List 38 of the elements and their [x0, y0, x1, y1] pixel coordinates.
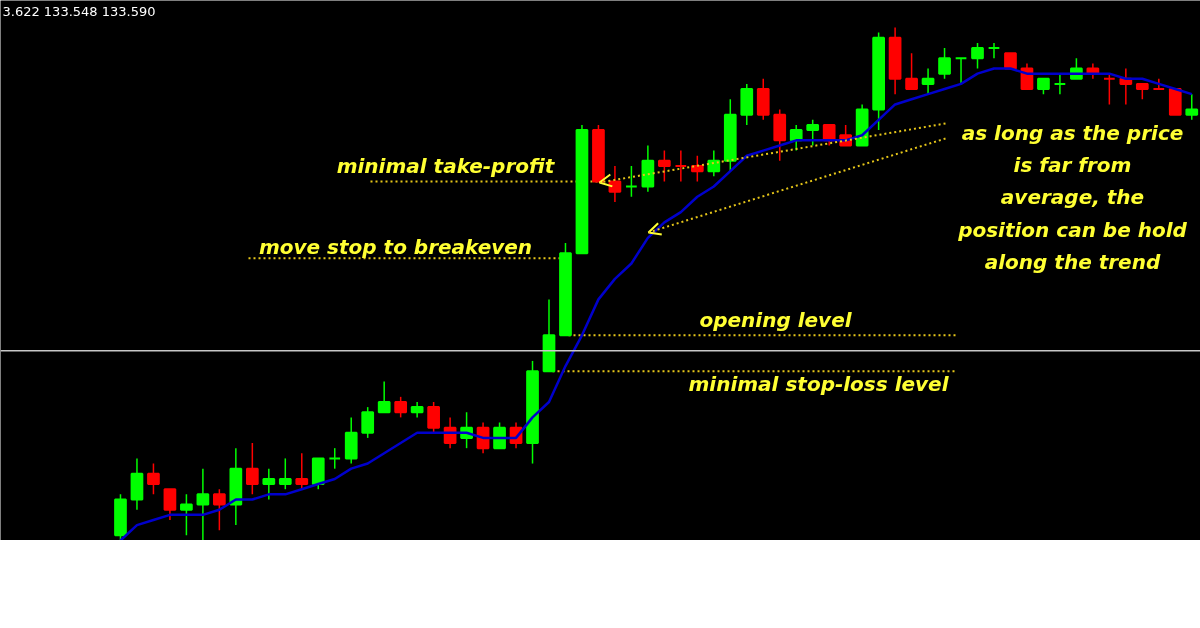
candlestick	[278, 457, 292, 490]
candlestick	[971, 42, 984, 70]
candlestick	[196, 467, 210, 540]
candlestick	[295, 452, 309, 490]
annotation: as long as the price is far from average, the position can be hold along the trend	[957, 120, 1188, 275]
candlestick	[1053, 72, 1067, 95]
candlestick	[427, 401, 440, 434]
candlestick	[806, 119, 820, 147]
candlestick	[625, 165, 638, 198]
candlestick	[674, 149, 688, 183]
candlestick	[707, 149, 721, 178]
candlestick	[1185, 93, 1199, 121]
candlestick	[361, 406, 375, 439]
candlestick	[213, 488, 226, 531]
candlestick	[163, 488, 177, 521]
candlestick	[262, 467, 276, 501]
candlestick	[147, 462, 160, 496]
ref-line-label: opening level	[699, 307, 853, 332]
candlestick	[180, 493, 193, 537]
candlestick	[658, 149, 671, 183]
candlestick	[954, 57, 968, 85]
candlestick	[608, 165, 622, 203]
candlestick	[377, 380, 391, 414]
ref-line-label: minimal take-profit	[336, 153, 556, 178]
text: 3.622 133.548 133.590	[2, 3, 156, 19]
candlestick	[245, 442, 259, 496]
ref-line-label: minimal stop-loss level	[688, 371, 950, 396]
candlestick	[1152, 78, 1166, 91]
candlestick	[493, 421, 506, 450]
candlestick	[905, 52, 918, 91]
candlestick	[1103, 72, 1116, 106]
candlestick	[938, 47, 951, 80]
candlestick	[394, 396, 408, 419]
candlestick	[328, 447, 342, 470]
candlestick	[690, 154, 704, 183]
candlestick	[987, 42, 1001, 60]
candlestick	[921, 67, 935, 95]
ref-line-label: move stop to breakeven	[258, 234, 533, 259]
